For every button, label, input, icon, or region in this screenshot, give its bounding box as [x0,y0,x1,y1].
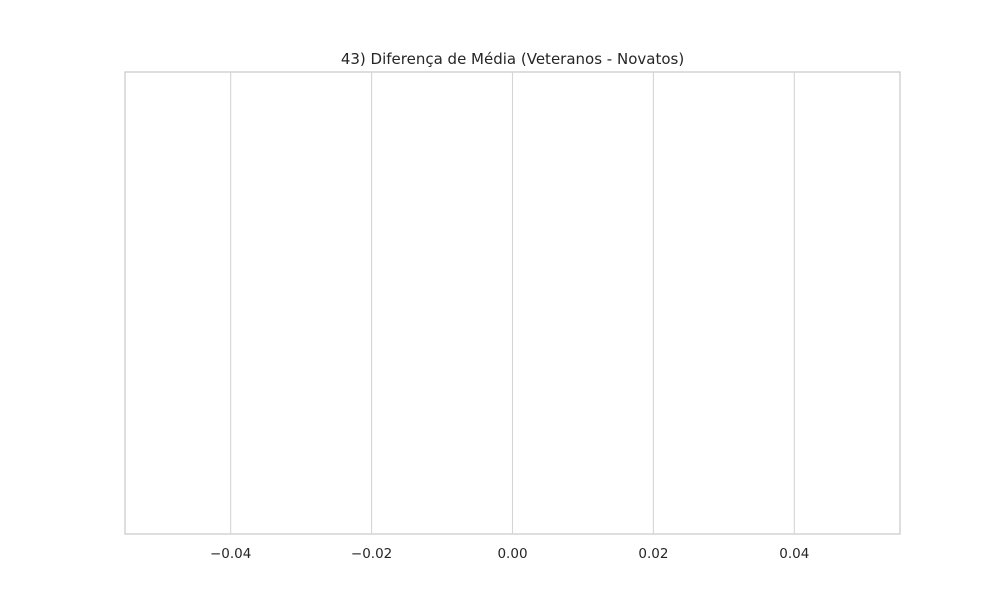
x-tick-label: 0.04 [779,546,809,562]
x-tick-label: 0.00 [497,546,527,562]
x-tick-label: 0.02 [638,546,668,562]
x-tick-label: −0.02 [351,546,392,562]
chart-title: 43) Diferença de Média (Veteranos - Nova… [341,50,684,68]
x-tick-label: −0.04 [210,546,251,562]
grid-lines [230,72,795,534]
x-tick-labels: −0.04 −0.02 0.00 0.02 0.04 [210,546,809,562]
